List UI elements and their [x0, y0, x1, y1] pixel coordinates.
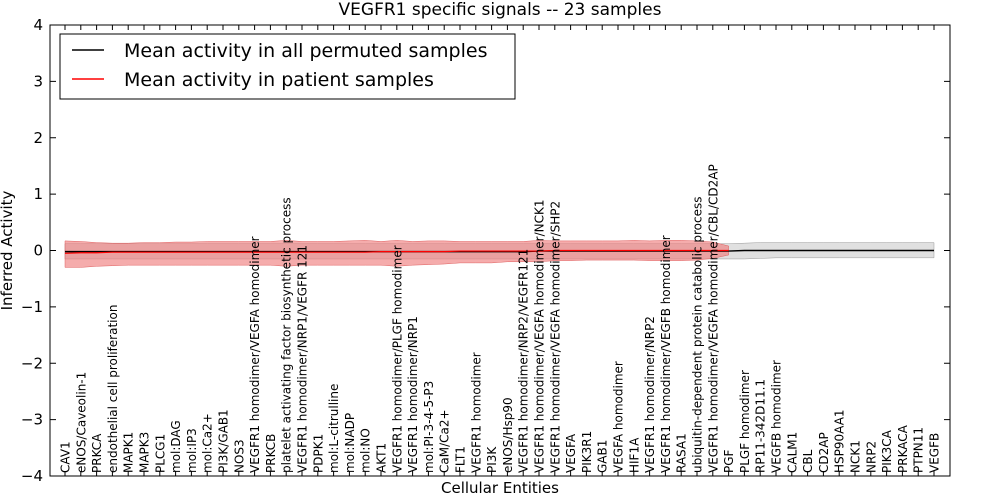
x-category-label: mol:DAG [169, 420, 183, 473]
x-category-label: CBL [801, 449, 815, 473]
x-category-label: HSP90AA1 [833, 409, 847, 473]
x-category-label: PI3K [485, 446, 499, 473]
legend-label-permuted: Mean activity in all permuted samples [124, 40, 487, 62]
x-category-label: eNOS/Hsp90 [501, 397, 515, 473]
legend: Mean activity in all permuted samples Me… [59, 33, 516, 100]
x-category-label: VEGFA homodimer [612, 361, 626, 473]
y-tick-label: 0 [33, 242, 43, 260]
x-category-label: PDPK1 [311, 434, 325, 473]
x-category-label: PLCG1 [153, 434, 167, 473]
x-axis-title: Cellular Entities [441, 479, 559, 497]
x-category-label: VEGFA [564, 433, 578, 473]
x-category-label: VEGFR1 homodimer/VEGFA homodimer/SHP2 [548, 201, 562, 473]
x-category-label: HIF1A [627, 437, 641, 473]
x-category-label: CD2AP [817, 432, 831, 473]
x-category-label: VEGFB homodimer [770, 360, 784, 473]
x-category-label: VEGFR1 homodimer/NRP2 [643, 316, 657, 473]
x-category-label: NCK1 [849, 440, 863, 473]
x-category-label: PLGF homodimer [738, 370, 752, 473]
x-category-label: VEGFR1 homodimer [469, 352, 483, 473]
y-tick-label: 1 [33, 185, 43, 203]
legend-label-patient: Mean activity in patient samples [124, 69, 434, 91]
y-tick-label: 4 [33, 16, 43, 34]
y-tick-label: −2 [21, 354, 43, 372]
x-category-label: VEGFR1 homodimer/VEGFA homodimer/NCK1 [533, 199, 547, 473]
y-tick-label: −1 [21, 298, 43, 316]
x-category-label: platelet activating factor biosynthetic … [280, 197, 294, 473]
x-category-label: VEGFR1 homodimer/VEGFA homodimer/CBL/CD2… [706, 164, 720, 473]
y-tick-label: −3 [21, 411, 43, 429]
x-category-label: CaM/Ca2+ [438, 409, 452, 473]
x-category-label: mol:L-citrulline [327, 384, 341, 473]
x-category-label: PRKCB [264, 434, 278, 473]
x-category-label: mol:IP3 [185, 428, 199, 473]
x-category-label: MAPK3 [138, 432, 152, 473]
x-category-label: VEGFR1 homodimer/VEGFB homodimer [659, 235, 673, 473]
x-category-label: PIK3R1 [580, 431, 594, 473]
y-tick-label: 2 [33, 129, 43, 147]
x-category-label: PIK3CA [880, 429, 894, 473]
x-category-label: GAB1 [596, 440, 610, 473]
x-category-label: PTPN11 [912, 427, 926, 473]
x-category-label: PGF [722, 449, 736, 473]
x-category-label: VEGFR1 homodimer/VEGFA homodimer [248, 236, 262, 473]
patient-band [64, 240, 729, 268]
y-axis-title: Inferred Activity [0, 190, 16, 310]
y-axis: −4 −3 −2 −1 0 1 2 3 4 [21, 16, 950, 485]
x-category-label: RASA1 [675, 433, 689, 473]
x-category-label: MAPK1 [122, 432, 136, 473]
plot-frame [49, 24, 951, 477]
x-category-label: ubiquitin-dependent protein catabolic pr… [691, 197, 705, 473]
x-axis: CAV1 eNOS/Caveolin-1 PRKCA endothelial cell… [59, 25, 942, 476]
x-category-label: eNOS/Caveolin-1 [74, 372, 88, 473]
chart-title: VEGFR1 specific signals -- 23 samples [339, 0, 662, 20]
x-category-label: NOS3 [232, 439, 246, 473]
x-category-label: AKT1 [375, 443, 389, 473]
x-category-label: mol:NO [359, 428, 373, 473]
y-tick-label: −4 [21, 467, 43, 485]
x-category-label: VEGFR1 homodimer/PLGF homodimer [390, 245, 404, 473]
x-category-label: endothelial cell proliferation [106, 305, 120, 473]
confidence-bands [64, 240, 935, 268]
legend-box [59, 33, 516, 100]
x-category-label: VEGFR1 homodimer/NRP2/VEGFR121 [517, 249, 531, 473]
x-category-label: CALM1 [785, 432, 799, 473]
x-category-label: PI3K/GAB1 [217, 409, 231, 473]
x-category-label: PRKACA [896, 424, 910, 473]
x-category-label: RP11-342D11.1 [754, 379, 768, 473]
x-category-label: VEGFR1 homodimer/NRP1/VEGFR 121 [296, 245, 310, 473]
x-category-label: mol:Ca2+ [201, 413, 215, 473]
x-category-label: VEGFR1 homodimer/NRP1 [406, 316, 420, 473]
x-category-label: FLT1 [454, 446, 468, 473]
patient-mean-line [64, 249, 729, 254]
x-category-label: PRKCA [90, 433, 104, 473]
x-category-label: CAV1 [59, 441, 73, 473]
y-tick-label: 3 [33, 72, 43, 90]
x-category-label: VEGFB [928, 433, 942, 473]
x-category-label: NRP2 [864, 441, 878, 473]
x-category-label: mol:PI-3-4-5-P3 [422, 381, 436, 473]
x-category-label: mol:NADP [343, 413, 357, 473]
series-lines [64, 249, 934, 254]
